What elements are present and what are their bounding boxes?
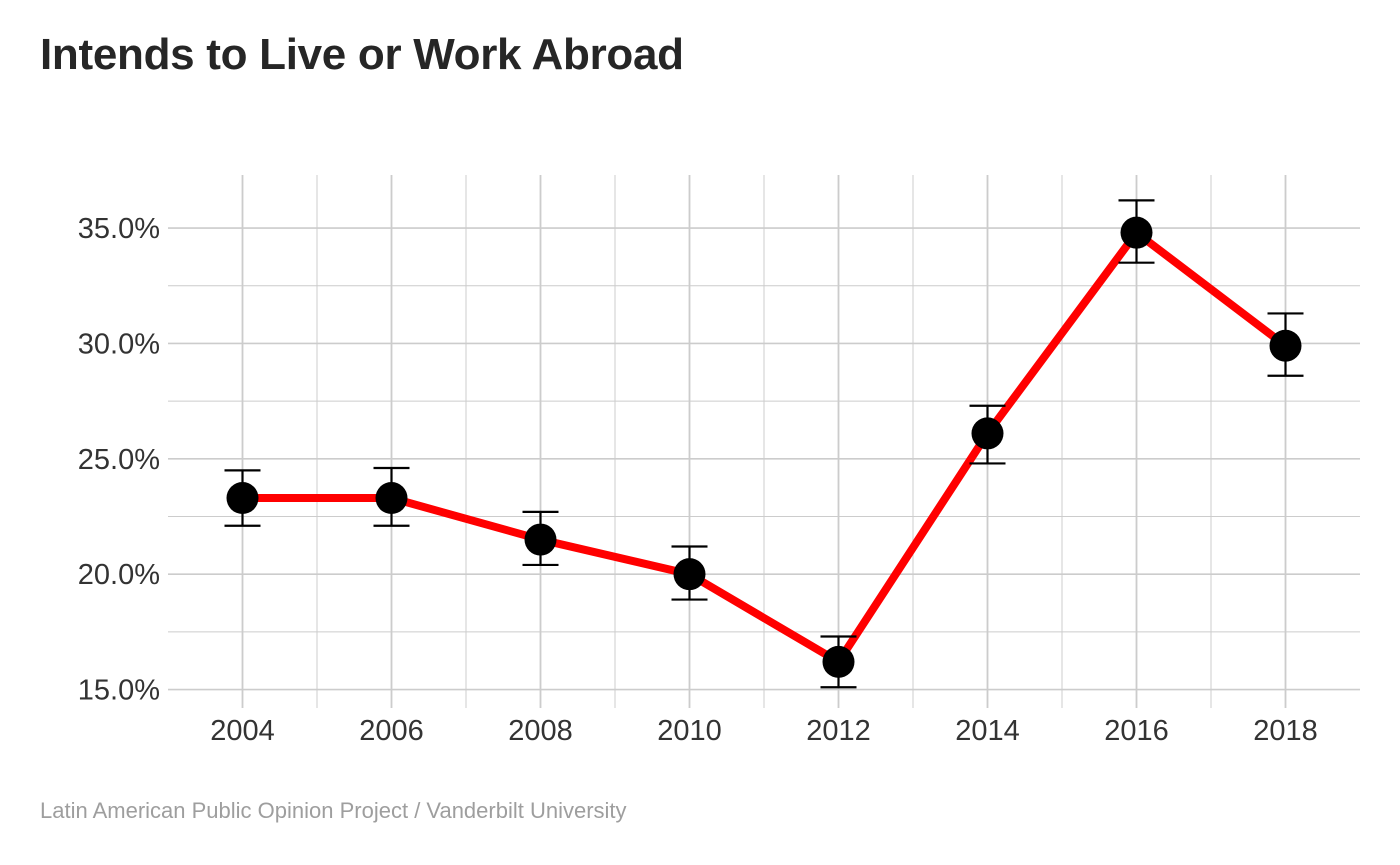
x-tick-label: 2014 — [955, 715, 1020, 747]
data-point — [971, 417, 1004, 450]
data-point — [226, 482, 259, 515]
data-point — [673, 558, 706, 591]
axis-labels: 15.0% 20.0% 25.0% 30.0% 35.0% 2004 2006 2008 201… — [78, 213, 1318, 747]
x-tick-label: 2004 — [210, 715, 275, 747]
x-tick-label: 2012 — [806, 715, 871, 747]
x-tick-label: 2018 — [1253, 715, 1318, 747]
series-line — [238, 228, 1290, 666]
y-tick-label: 25.0% — [78, 444, 160, 476]
source-caption: Latin American Public Opinion Project / … — [40, 798, 627, 823]
y-tick-label: 30.0% — [78, 328, 160, 360]
y-tick-label: 35.0% — [78, 213, 160, 245]
data-point — [822, 645, 855, 678]
data-point — [375, 482, 408, 515]
chart-title: Intends to Live or Work Abroad — [40, 30, 684, 79]
error-bars — [224, 199, 1304, 689]
data-point — [1269, 329, 1302, 362]
data-points — [226, 216, 1302, 678]
y-tick-label: 15.0% — [78, 675, 160, 707]
x-tick-label: 2010 — [657, 715, 722, 747]
data-point — [524, 523, 557, 556]
x-tick-label: 2006 — [359, 715, 424, 747]
y-tick-label: 20.0% — [78, 559, 160, 591]
x-tick-label: 2008 — [508, 715, 573, 747]
gridlines — [168, 175, 1360, 708]
data-point — [1120, 216, 1153, 249]
x-tick-label: 2016 — [1104, 715, 1169, 747]
series-line-path — [238, 228, 1290, 666]
